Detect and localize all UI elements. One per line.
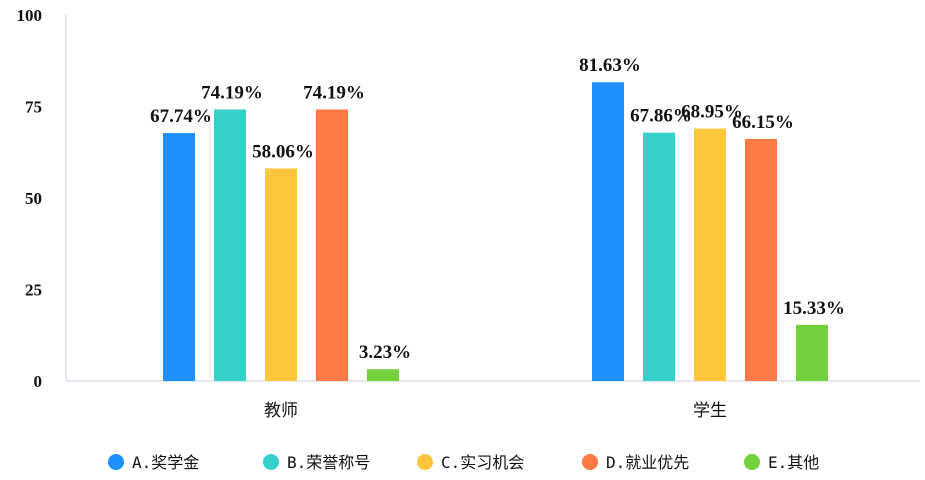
legend-label: A.奖学金 [132,453,199,472]
y-tick-label: 0 [34,372,43,391]
legend-item: E.其他 [744,453,819,472]
data-label: 68.95% [681,102,743,123]
bar-student-a [592,82,624,382]
legend-label: B.荣誉称号 [287,453,370,472]
y-tick-label: 100 [17,6,43,25]
data-label: 67.86% [630,106,692,127]
legend-item: D.就业优先 [582,453,689,472]
data-label: 15.33% [783,298,845,319]
bars [163,82,828,382]
bar-teacher-c [265,168,297,381]
bar-teacher-e [367,369,399,381]
legend-marker [108,454,124,470]
data-label: 3.23% [359,342,411,363]
bar-student-e [796,324,828,381]
x-category-label: 学生 [693,401,727,421]
data-label: 81.63% [579,55,641,76]
legend: A.奖学金 B.荣誉称号 C.实习机会 D.就业优先 E.其他 [108,453,819,472]
legend-marker [582,454,598,470]
data-label: 74.19% [201,82,263,103]
legend-item: C.实习机会 [417,453,524,472]
bar-teacher-b [214,109,246,381]
legend-item: B.荣誉称号 [263,453,370,472]
legend-item: A.奖学金 [108,453,199,472]
y-tick-label: 25 [25,281,42,300]
bar-student-c [694,128,726,381]
y-axis-ticks: 0 25 50 75 100 [17,6,43,391]
axes [65,15,920,382]
category-labels: 教师 学生 [264,401,727,421]
x-category-label: 教师 [264,401,298,421]
data-labels: 67.74% 74.19% 58.06% 74.19% 3.23% 81.63% 67.86… [150,55,845,363]
bar-student-d [745,138,777,381]
data-label: 58.06% [252,142,314,163]
bar-teacher-d [316,109,348,381]
data-label: 67.74% [150,106,212,127]
y-tick-label: 50 [25,189,42,208]
data-label: 66.15% [732,112,794,133]
legend-marker [417,454,433,470]
legend-label: C.实习机会 [441,453,524,472]
y-tick-label: 75 [25,98,42,117]
bar-teacher-a [163,133,195,381]
bar-student-b [643,132,675,381]
legend-label: D.就业优先 [606,453,689,472]
legend-marker [263,454,279,470]
legend-label: E.其他 [768,453,819,472]
legend-marker [744,454,760,470]
data-label: 74.19% [303,82,365,103]
